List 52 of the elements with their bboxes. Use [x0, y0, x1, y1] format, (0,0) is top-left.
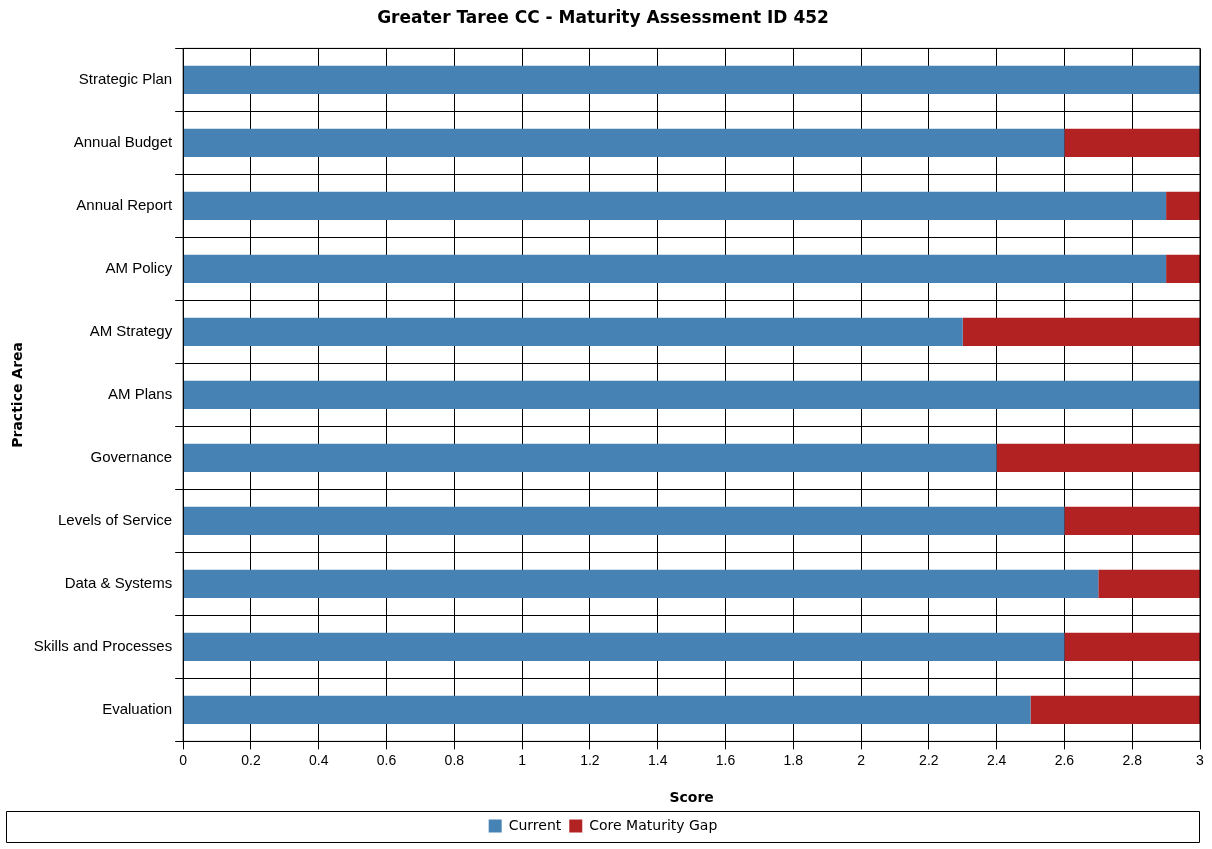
- bar: [1064, 128, 1200, 158]
- bar: [183, 695, 1031, 725]
- bar: [183, 254, 1167, 284]
- y-tick-label: Strategic Plan: [78, 70, 173, 88]
- bar: [1064, 632, 1200, 662]
- y-tick-label: Skills and Processes: [33, 637, 173, 655]
- y-tick-label: Evaluation: [102, 700, 173, 718]
- x-tick-label: 2: [857, 751, 866, 768]
- legend-label: Current: [508, 816, 562, 833]
- chart-title: Greater Taree CC - Maturity Assessment ID 452: [377, 6, 829, 27]
- bar: [183, 128, 1065, 158]
- y-tick-label: AM Strategy: [89, 322, 173, 340]
- bar: [183, 380, 1200, 410]
- y-tick-label: Governance: [90, 448, 173, 466]
- x-tick-label: 0.4: [309, 751, 329, 768]
- bar: [183, 65, 1200, 95]
- bar: [183, 443, 997, 473]
- x-tick-label: 2.4: [986, 751, 1007, 768]
- bar: [962, 317, 1200, 347]
- x-tick-label: 1.2: [580, 751, 600, 768]
- y-tick-label: Levels of Service: [57, 511, 173, 529]
- bar: [183, 506, 1065, 536]
- x-tick-label: 3: [1196, 751, 1205, 768]
- x-tick-label: 1.8: [783, 751, 804, 768]
- bar: [183, 569, 1099, 599]
- bar: [1166, 254, 1200, 284]
- bar: [183, 191, 1167, 221]
- x-tick-label: 1.6: [715, 751, 736, 768]
- y-axis-title: Practice Area: [9, 342, 26, 448]
- y-tick-label: AM Policy: [105, 259, 173, 277]
- y-tick-label: Annual Budget: [73, 133, 174, 151]
- bar: [1064, 506, 1200, 536]
- bar: [1166, 191, 1200, 221]
- x-tick-label: 2.2: [919, 751, 939, 768]
- bar: [1030, 695, 1200, 725]
- x-tick-label: 0: [179, 751, 188, 768]
- y-tick-label: Data & Systems: [64, 574, 173, 592]
- y-tick-label: Annual Report: [76, 196, 174, 214]
- bar: [183, 317, 963, 347]
- x-axis-title: Score: [669, 789, 714, 806]
- x-tick-label: 1.4: [647, 751, 668, 768]
- bar: [183, 632, 1065, 662]
- x-tick-label: 0.8: [444, 751, 465, 768]
- legend-label: Core Maturity Gap: [589, 816, 718, 833]
- x-tick-label: 2.6: [1054, 751, 1075, 768]
- x-tick-label: 0.6: [376, 751, 397, 768]
- bar: [1098, 569, 1200, 599]
- bar: [996, 443, 1200, 473]
- x-tick-label: 0.2: [241, 751, 261, 768]
- x-tick-label: 2.8: [1122, 751, 1143, 768]
- x-tick-label: 1: [518, 751, 527, 768]
- y-tick-label: AM Plans: [107, 385, 173, 403]
